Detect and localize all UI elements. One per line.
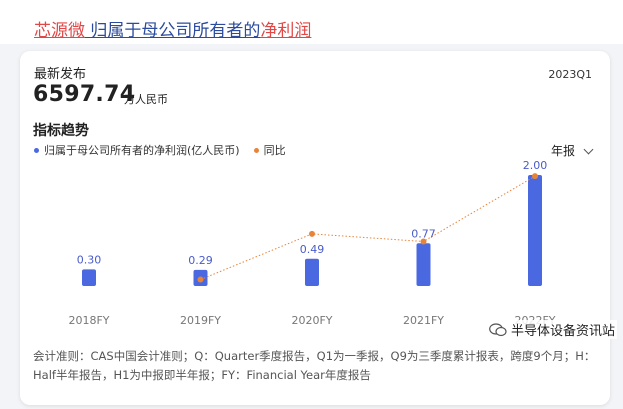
yoy-point-2019FY	[197, 276, 204, 283]
report-period: 2023Q1	[548, 68, 592, 81]
bar-value-label-2020FY: 0.49	[300, 243, 325, 256]
period-dropdown[interactable]: 年报	[550, 142, 594, 159]
accounting-footnote: 会计准则：CAS中国会计准则；Q：Quarter季度报告，Q1为一季报，Q9为三…	[33, 349, 596, 382]
yoy-point-2020FY	[309, 230, 315, 237]
chart-legend: 归属于母公司所有者的净利润(亿人民币) 同比	[34, 142, 300, 158]
page-title: 芯源微 归属于母公司所有者的净利润	[34, 16, 311, 41]
x-tick-2021FY: 2021FY	[403, 314, 444, 327]
latest-value: 6597.74	[33, 82, 136, 107]
yoy-point-2022FY	[532, 173, 538, 180]
x-tick-2019FY: 2019FY	[180, 314, 221, 327]
watermark-text: 半导体设备资讯站	[510, 324, 615, 339]
metric-tail-link[interactable]: 净利润	[260, 21, 312, 41]
legend-dot-profit	[34, 147, 39, 153]
legend-item-yoy[interactable]: 同比	[253, 142, 286, 158]
bar-2018FY	[82, 269, 96, 286]
bar-value-label-2018FY: 0.30	[77, 253, 102, 266]
legend-label-yoy: 同比	[263, 144, 286, 157]
yoy-line	[200, 175, 536, 281]
yoy-point-2021FY	[420, 238, 427, 245]
watermark: 半导体设备资讯站	[486, 320, 617, 339]
legend-item-profit[interactable]: 归属于母公司所有者的净利润(亿人民币)	[34, 142, 240, 158]
x-tick-2018FY: 2018FY	[68, 314, 109, 327]
latest-unit: 万人民币	[124, 93, 168, 106]
metric-card: 最新发布 2023Q1 6597.74 万人民币 指标趋势 归属于母公司所有者的…	[20, 51, 610, 405]
x-tick-2020FY: 2020FY	[291, 314, 332, 327]
latest-label: 最新发布	[34, 67, 87, 82]
bar-value-label-2021FY: 0.77	[411, 227, 436, 240]
wechat-icon	[489, 322, 507, 336]
period-dropdown-label: 年报	[550, 144, 575, 158]
metric-link[interactable]: 归属于母公司所有者的	[85, 21, 261, 41]
header-bar: 芯源微 归属于母公司所有者的净利润	[0, 0, 623, 44]
trend-title: 指标趋势	[33, 123, 89, 139]
bar-2020FY	[305, 258, 319, 286]
bar-value-label-2022FY: 2.00	[523, 159, 548, 172]
bar-value-label-2019FY: 0.29	[188, 254, 213, 267]
legend-label-profit: 归属于母公司所有者的净利润(亿人民币)	[44, 144, 240, 157]
legend-dot-yoy	[253, 147, 259, 153]
bar-2022FY	[528, 175, 542, 286]
company-link[interactable]: 芯源微	[34, 21, 85, 41]
profit-chart: 0.30 0.29 0.49 0.77 2.00 2018FY 2019FY 2020FY 20…	[68, 159, 555, 327]
bar-2021FY	[416, 243, 431, 286]
